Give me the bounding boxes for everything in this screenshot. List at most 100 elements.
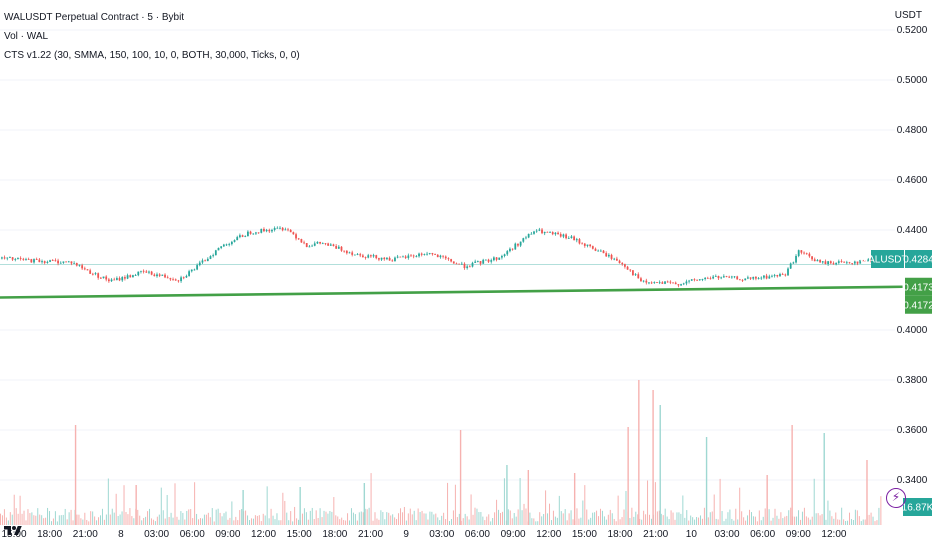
volume-bar	[280, 520, 282, 525]
volume-bar	[68, 512, 70, 525]
volume-bar	[299, 487, 301, 525]
volume-bar	[90, 511, 92, 525]
volume-bar	[276, 513, 278, 525]
volume-bar	[388, 512, 390, 525]
volume-bar	[866, 460, 868, 525]
volume-bar	[398, 513, 400, 525]
candle-body	[757, 278, 760, 279]
candle-body	[640, 278, 642, 282]
volume-bar	[192, 518, 194, 525]
volume-bar	[668, 519, 670, 525]
volume-bar	[143, 517, 145, 525]
time-tick-label: 12:00	[821, 529, 846, 540]
volume-bar	[252, 518, 254, 525]
candle-body	[666, 281, 669, 283]
volume-bar	[141, 520, 143, 525]
volume-bar	[421, 510, 423, 525]
volume-bar	[799, 519, 801, 525]
volume-bar	[696, 517, 698, 525]
ticker-tag-bg	[871, 250, 904, 268]
volume-bar	[49, 511, 51, 525]
candle-body	[225, 244, 228, 246]
volume-bar	[437, 517, 439, 525]
volume-bar	[292, 521, 294, 525]
candle-body	[238, 235, 241, 238]
candle-body	[193, 269, 196, 271]
volume-bar	[127, 514, 129, 525]
candle-body	[624, 264, 626, 267]
volume-bar	[454, 484, 456, 525]
volume-bar	[549, 503, 551, 525]
volume-bar	[878, 507, 880, 525]
time-tick-label: 18:00	[322, 529, 347, 540]
legend-indicator[interactable]: CTS v1.22 (30, SMMA, 150, 100, 10, 0, BO…	[4, 50, 300, 61]
candle-body	[696, 279, 699, 281]
volume-bar	[266, 486, 268, 525]
candle-body	[570, 236, 573, 239]
volume-bar	[352, 512, 354, 525]
legend-symbol[interactable]: WALUSDT Perpetual Contract · 5 · Bybit	[4, 12, 185, 23]
volume-bar	[123, 485, 125, 525]
candle-body	[370, 255, 372, 257]
candle-body	[11, 257, 14, 260]
volume-bar	[3, 509, 5, 525]
candle-body	[271, 229, 273, 232]
trend-line-path	[0, 285, 903, 299]
candle-body	[621, 263, 624, 265]
volume-bar	[686, 510, 688, 525]
volume-bar	[382, 512, 384, 525]
volume-bar	[198, 519, 200, 525]
volume-bar	[362, 512, 364, 525]
volume-bar	[209, 517, 211, 525]
volume-bar	[627, 427, 629, 525]
volume-bar	[84, 512, 86, 525]
candle-body	[832, 263, 835, 265]
volume-bar	[852, 519, 854, 525]
candle-body	[353, 254, 356, 256]
volume-bar	[58, 515, 60, 525]
volume-bar	[794, 516, 796, 525]
tradingview-logo-icon[interactable]	[4, 522, 22, 540]
volume-bar	[484, 520, 486, 525]
volume-bar	[31, 512, 33, 525]
volume-bar	[35, 515, 37, 525]
volume-bar	[813, 478, 815, 525]
volume-bar	[509, 510, 511, 525]
candle-body	[618, 260, 621, 264]
time-axis[interactable]: 15:00 18:00 21:00 8 03:00 06:00 09:00 12:00 15:0…	[1, 529, 846, 540]
volume-bar	[37, 508, 39, 525]
volume-bar	[113, 512, 115, 525]
volume-bar	[517, 509, 519, 525]
candle-body	[182, 277, 185, 279]
candle-body	[22, 258, 25, 260]
candle-body	[447, 258, 450, 260]
candle-body	[503, 254, 506, 256]
volume-bar	[441, 515, 443, 525]
candle-body	[73, 263, 76, 264]
price-axis[interactable]: 0.5200 0.5000 0.4800 0.4600 0.4400 0.4000 0.38…	[897, 25, 928, 486]
candle-body	[674, 282, 677, 285]
volume-bar	[623, 509, 625, 525]
volume-bar	[572, 519, 574, 525]
volume-bar	[807, 517, 809, 525]
volume-bar	[337, 516, 339, 525]
candle-body	[185, 275, 188, 278]
volume-bar	[470, 494, 472, 525]
price-scale-currency[interactable]: USDT	[894, 10, 922, 21]
candle-body	[605, 253, 608, 257]
time-tick-label: 10	[686, 529, 698, 540]
volume-bar	[674, 519, 676, 525]
candle-body	[244, 236, 247, 237]
grid	[0, 29, 895, 481]
lightning-alert-icon[interactable]: ⚡	[886, 488, 906, 508]
volume-bar	[219, 512, 221, 525]
volume-bar	[62, 514, 64, 525]
volume-bar	[150, 518, 152, 525]
candle-body	[599, 250, 602, 252]
candle-body	[594, 248, 597, 251]
legend-volume[interactable]: Vol · WAL	[4, 31, 49, 42]
candle-body	[578, 239, 581, 244]
candle-body	[263, 228, 265, 232]
